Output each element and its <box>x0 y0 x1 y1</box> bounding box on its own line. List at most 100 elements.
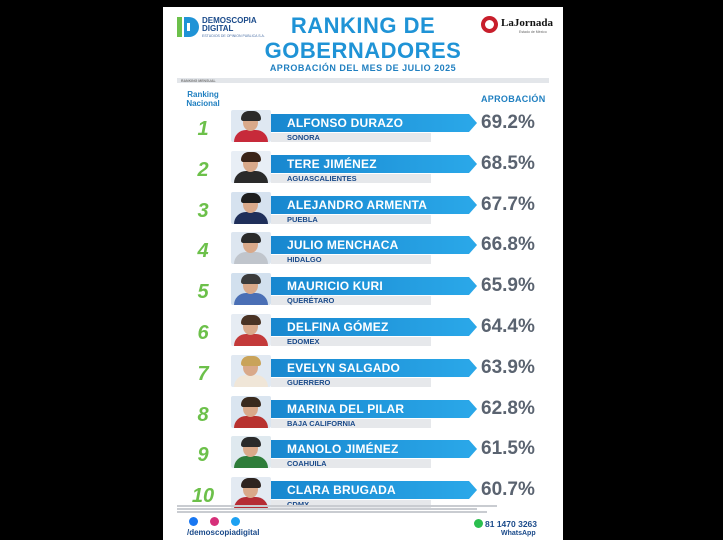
ranking-row: 4 JULIO MENCHACA HIDALGO 66.8% <box>163 232 563 274</box>
ranking-row: 10 CLARA BRUGADA CDMX 60.7% <box>163 477 563 519</box>
whatsapp-icon[interactable] <box>474 519 483 528</box>
approval-value: 64.4% <box>481 316 535 337</box>
demoscopia-logo-subtext: ESTUDIOS DE OPINION PUBLICA S.A. <box>202 34 265 38</box>
name-bar <box>271 277 477 296</box>
governor-photo <box>231 354 271 387</box>
state-bar <box>271 296 431 306</box>
name-bar <box>271 154 477 173</box>
governor-name: MARINA DEL PILAR <box>287 401 405 416</box>
lajornada-logo: LaJornada Estado de México <box>481 16 555 36</box>
name-bar <box>271 440 477 459</box>
ranking-row: 9 MANOLO JIMÉNEZ COAHUILA 61.5% <box>163 436 563 478</box>
social-icons <box>189 517 249 527</box>
name-bar <box>271 195 477 214</box>
state-name: COAHUILA <box>287 459 327 469</box>
rank-number: 4 <box>197 240 209 263</box>
infographic-card: DEMOSCOPIA DIGITAL ESTUDIOS DE OPINION P… <box>163 7 563 540</box>
state-bar <box>271 133 431 142</box>
state-bar <box>271 377 431 387</box>
governor-photo <box>231 436 271 469</box>
ranking-row: 1 ALFONSO DURAZO SONORA 69.2% <box>163 110 563 152</box>
demoscopia-logo-icon <box>177 17 199 37</box>
governor-photo <box>231 232 271 265</box>
state-name: PUEBLA <box>287 214 318 224</box>
name-bar <box>271 318 477 336</box>
approval-value: 61.5% <box>481 438 535 460</box>
governor-name: ALFONSO DURAZO <box>287 116 404 130</box>
state-bar <box>271 337 431 346</box>
approval-value: 69.2% <box>481 112 535 133</box>
governor-name: JULIO MENCHACA <box>287 238 399 253</box>
ranking-row: 7 EVELYN SALGADO GUERRERO 63.9% <box>163 354 563 397</box>
chart-subtitle: APROBACIÓN DEL MES DE JULIO 2025 <box>269 63 457 73</box>
lajornada-logo-icon <box>481 16 498 33</box>
rank-header-line2: Nacional <box>186 99 220 108</box>
rank-number: 9 <box>197 444 209 467</box>
governor-name: EVELYN SALGADO <box>287 360 401 375</box>
governor-photo <box>231 150 271 183</box>
approval-column-header: APROBACIÓN <box>481 94 546 104</box>
governor-photo <box>231 477 271 510</box>
rank-number: 1 <box>197 118 209 140</box>
approval-value: 62.8% <box>481 397 535 419</box>
governor-name: MAURICIO KURI <box>287 279 383 294</box>
chart-title-line1: RANKING DE <box>290 13 436 38</box>
footnote-text <box>177 505 497 515</box>
whatsapp-phone: 81 1470 3263 <box>485 519 537 529</box>
ranking-row: 3 ALEJANDRO ARMENTA PUEBLA 67.7% <box>163 191 563 234</box>
state-name: QUERÉTARO <box>287 296 335 306</box>
state-name: CDMX <box>287 500 309 509</box>
state-bar <box>271 418 431 428</box>
name-bar <box>271 399 477 418</box>
state-name: AGUASCALIENTES <box>287 173 357 183</box>
governor-photo <box>231 191 271 224</box>
state-bar <box>271 459 431 469</box>
state-bar <box>271 500 431 510</box>
instagram-icon[interactable] <box>210 517 219 526</box>
whatsapp-label: WhatsApp <box>501 530 536 537</box>
name-bar <box>271 114 477 132</box>
ranking-row: 5 MAURICIO KURI QUERÉTARO 65.9% <box>163 273 563 315</box>
ranking-row: 8 MARINA DEL PILAR BAJA CALIFORNIA 62.8% <box>163 395 563 438</box>
state-name: BAJA CALIFORNIA <box>287 418 356 428</box>
small-label: RANKING MENSUAL <box>181 79 216 83</box>
state-name: GUERRERO <box>287 377 331 387</box>
lajornada-logo-subtext: Estado de México <box>519 30 547 34</box>
name-bar <box>271 358 477 377</box>
demoscopia-logo: DEMOSCOPIA DIGITAL ESTUDIOS DE OPINION P… <box>175 15 265 43</box>
governor-name: TERE JIMÉNEZ <box>287 156 377 171</box>
rank-number: 3 <box>197 199 209 222</box>
lajornada-logo-text: LaJornada <box>501 17 553 29</box>
governor-photo <box>231 273 271 306</box>
approval-value: 60.7% <box>481 479 535 501</box>
governor-photo <box>231 110 271 142</box>
approval-value: 65.9% <box>481 275 535 297</box>
rank-number: 7 <box>197 362 209 385</box>
rank-number: 8 <box>197 403 209 426</box>
state-bar <box>271 214 431 224</box>
rank-header-line1: Ranking <box>187 90 219 99</box>
governor-name: ALEJANDRO ARMENTA <box>287 197 428 212</box>
state-name: HIDALGO <box>287 255 322 265</box>
twitter-icon[interactable] <box>231 517 240 526</box>
rank-number: 10 <box>191 485 215 508</box>
rank-column-header: Ranking Nacional <box>173 90 233 108</box>
rank-number: 6 <box>197 322 209 344</box>
state-name: EDOMEX <box>287 337 320 346</box>
rank-number: 5 <box>197 281 209 304</box>
name-bar <box>271 481 477 500</box>
governor-name: DELFINA GÓMEZ <box>287 320 389 334</box>
ranking-row: 6 DELFINA GÓMEZ EDOMEX 64.4% <box>163 314 563 356</box>
approval-value: 63.9% <box>481 356 535 378</box>
social-handle: /demoscopiadigital <box>187 528 260 537</box>
governor-photo <box>231 314 271 346</box>
facebook-icon[interactable] <box>189 517 198 526</box>
header-divider <box>177 78 549 83</box>
rank-number: 2 <box>197 158 209 181</box>
demoscopia-logo-text: DEMOSCOPIA DIGITAL <box>202 16 257 33</box>
ranking-row: 2 TERE JIMÉNEZ AGUASCALIENTES 68.5% <box>163 150 563 193</box>
state-bar <box>271 173 431 183</box>
governor-photo <box>231 395 271 428</box>
approval-value: 66.8% <box>481 234 535 256</box>
approval-value: 68.5% <box>481 152 535 174</box>
